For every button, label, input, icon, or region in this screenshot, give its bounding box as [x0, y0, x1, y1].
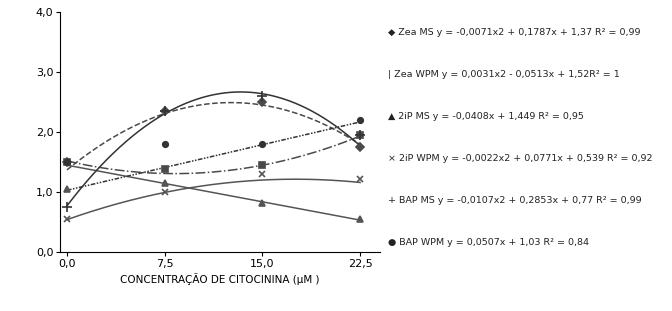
Text: ◆ Zea MS y = -0,0071x2 + 0,1787x + 1,37 R² = 0,99: ◆ Zea MS y = -0,0071x2 + 0,1787x + 1,37 …: [388, 28, 641, 37]
Text: + BAP MS y = -0,0107x2 + 0,2853x + 0,77 R² = 0,99: + BAP MS y = -0,0107x2 + 0,2853x + 0,77 …: [388, 196, 642, 205]
Text: ▲ 2iP MS y = -0,0408x + 1,449 R² = 0,95: ▲ 2iP MS y = -0,0408x + 1,449 R² = 0,95: [388, 112, 584, 121]
Text: | Zea WPM y = 0,0031x2 - 0,0513x + 1,52R² = 1: | Zea WPM y = 0,0031x2 - 0,0513x + 1,52R…: [388, 70, 620, 79]
X-axis label: CONCENTRAÇÃO DE CITOCININA (μM ): CONCENTRAÇÃO DE CITOCININA (μM ): [120, 273, 320, 285]
Text: ● BAP WPM y = 0,0507x + 1,03 R² = 0,84: ● BAP WPM y = 0,0507x + 1,03 R² = 0,84: [388, 238, 589, 247]
Text: × 2iP WPM y = -0,0022x2 + 0,0771x + 0,539 R² = 0,92: × 2iP WPM y = -0,0022x2 + 0,0771x + 0,53…: [388, 154, 653, 163]
